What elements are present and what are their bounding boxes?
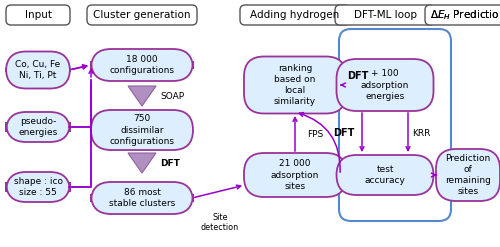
Text: $\Delta E_{H}$ Prediction: $\Delta E_{H}$ Prediction <box>430 8 500 22</box>
FancyBboxPatch shape <box>336 155 434 195</box>
FancyBboxPatch shape <box>6 52 70 88</box>
Text: DFT-ML loop: DFT-ML loop <box>354 10 416 20</box>
Text: shape : ico
size : 55: shape : ico size : 55 <box>14 177 62 197</box>
Text: $\Delta E_{H}$ Prediction: $\Delta E_{H}$ Prediction <box>430 8 500 22</box>
Polygon shape <box>128 86 156 106</box>
Text: Co, Cu, Fe
Ni, Ti, Pt: Co, Cu, Fe Ni, Ti, Pt <box>16 60 60 80</box>
FancyBboxPatch shape <box>6 112 70 142</box>
Text: ranking
based on
local
similarity: ranking based on local similarity <box>274 64 316 106</box>
Text: + 100
adsorption
energies: + 100 adsorption energies <box>361 69 409 101</box>
Text: pseudo-
energies: pseudo- energies <box>18 117 58 137</box>
Text: SOAP: SOAP <box>160 91 184 101</box>
Text: 21 000
adsorption
sites: 21 000 adsorption sites <box>271 159 319 191</box>
FancyBboxPatch shape <box>91 49 193 81</box>
FancyBboxPatch shape <box>87 5 197 25</box>
Text: Input: Input <box>24 10 52 20</box>
FancyBboxPatch shape <box>6 5 70 25</box>
FancyBboxPatch shape <box>335 5 435 25</box>
Text: 750
dissimilar
configurations: 750 dissimilar configurations <box>110 114 174 145</box>
Text: DFT: DFT <box>332 128 354 138</box>
FancyBboxPatch shape <box>240 5 350 25</box>
Text: FPS: FPS <box>307 129 323 139</box>
FancyBboxPatch shape <box>425 5 500 25</box>
Text: Site
detection: Site detection <box>201 213 239 232</box>
FancyBboxPatch shape <box>336 59 434 111</box>
Text: Adding hydrogen: Adding hydrogen <box>250 10 340 20</box>
FancyBboxPatch shape <box>91 110 193 150</box>
Text: test
accuracy: test accuracy <box>364 165 406 185</box>
Text: DFT: DFT <box>348 71 368 81</box>
Polygon shape <box>128 153 156 173</box>
FancyBboxPatch shape <box>91 182 193 214</box>
Text: 86 most
stable clusters: 86 most stable clusters <box>109 188 175 208</box>
Text: Cluster generation: Cluster generation <box>93 10 191 20</box>
Text: Prediction
of
remaining
sites: Prediction of remaining sites <box>445 154 491 196</box>
FancyBboxPatch shape <box>6 172 70 202</box>
Text: DFT: DFT <box>160 159 180 167</box>
FancyBboxPatch shape <box>436 149 500 201</box>
FancyBboxPatch shape <box>244 153 346 197</box>
FancyBboxPatch shape <box>244 57 346 114</box>
Text: KRR: KRR <box>412 128 430 138</box>
Text: 18 000
configurations: 18 000 configurations <box>110 55 174 75</box>
